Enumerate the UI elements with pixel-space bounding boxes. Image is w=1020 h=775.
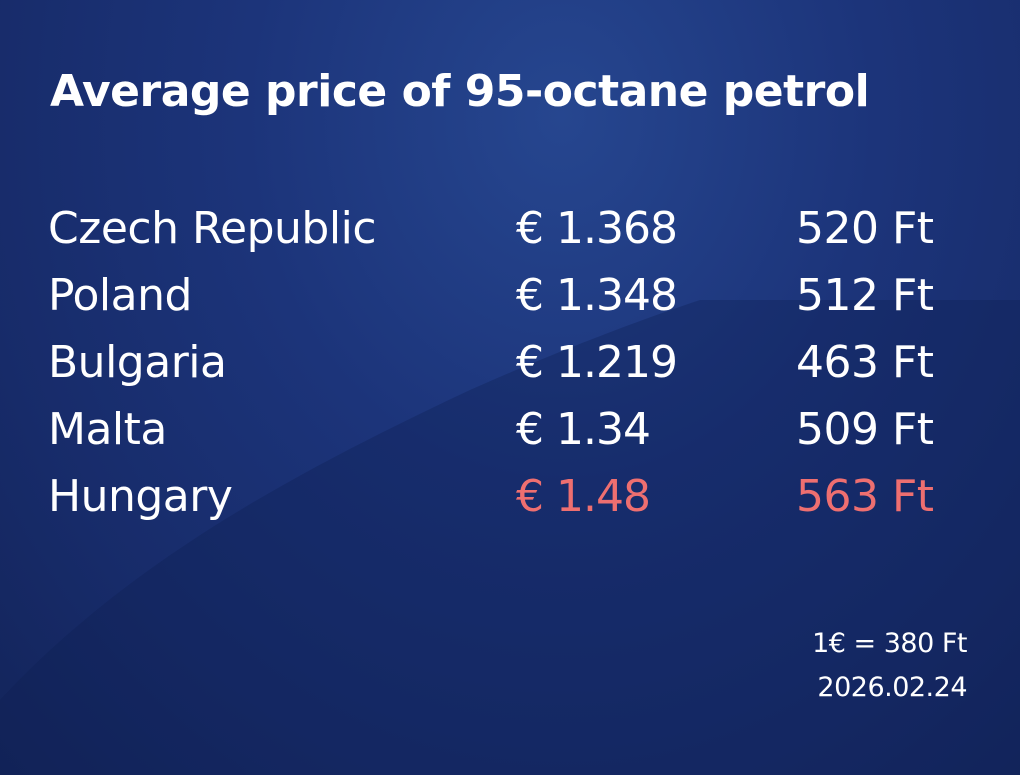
- exchange-rate: 1€ = 380 Ft: [812, 628, 967, 659]
- table-row-malta: Malta € 1.34 509 Ft: [48, 396, 988, 463]
- table-row-bulgaria: Bulgaria € 1.219 463 Ft: [48, 329, 988, 396]
- price-huf-highlighted: 563 Ft: [796, 471, 934, 522]
- price-eur: € 1.368: [516, 203, 678, 254]
- price-eur: € 1.219: [516, 337, 678, 388]
- country-name: Bulgaria: [48, 337, 227, 388]
- price-eur: € 1.348: [516, 270, 678, 321]
- price-eur: € 1.34: [516, 404, 651, 455]
- table-row-czech-republic: Czech Republic € 1.368 520 Ft: [48, 195, 988, 262]
- price-huf: 463 Ft: [796, 337, 934, 388]
- table-row-poland: Poland € 1.348 512 Ft: [48, 262, 988, 329]
- price-eur-highlighted: € 1.48: [516, 471, 651, 522]
- price-huf: 520 Ft: [796, 203, 934, 254]
- page-title: Average price of 95-octane petrol: [50, 66, 870, 117]
- country-name: Malta: [48, 404, 167, 455]
- date-stamp: 2026.02.24: [817, 672, 967, 703]
- footer-note: 1€ = 380 Ft 2026.02.24: [812, 622, 967, 710]
- price-table: Czech Republic € 1.368 520 Ft Poland € 1…: [48, 195, 988, 530]
- price-huf: 509 Ft: [796, 404, 934, 455]
- country-name: Czech Republic: [48, 203, 377, 254]
- price-huf: 512 Ft: [796, 270, 934, 321]
- country-name: Poland: [48, 270, 192, 321]
- table-row-hungary: Hungary € 1.48 563 Ft: [48, 463, 988, 530]
- country-name: Hungary: [48, 471, 233, 522]
